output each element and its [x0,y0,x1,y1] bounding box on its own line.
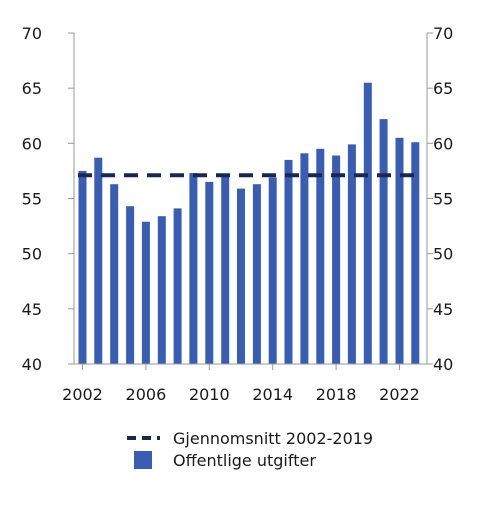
bar-2020 [363,82,372,364]
bar-2009 [189,173,198,364]
left-tick-label: 45 [22,300,42,319]
right-tick-label: 70 [433,24,453,43]
right-tick-label: 45 [433,300,453,319]
legend-label-spending: Offentlige utgifter [173,451,316,470]
bar-2021 [379,119,388,364]
x-tick-label: 2014 [252,385,293,404]
x-tick-label: 2022 [379,385,420,404]
bar-2004 [110,184,119,364]
x-tick-label: 2006 [126,385,167,404]
legend-label-average: Gjennomsnitt 2002-2019 [173,429,373,448]
x-tick-label: 2010 [189,385,230,404]
right-tick-label: 60 [433,134,453,153]
bar-2002 [78,170,87,364]
left-tick-label: 60 [22,134,42,153]
right-tick-label: 50 [433,245,453,264]
right-y-axis-ticks: 40 45 50 55 60 65 70 [427,24,453,374]
bar-2016 [300,153,309,364]
legend-swatch-spending [134,451,152,469]
left-tick-label: 70 [22,24,42,43]
x-tick-label: 2018 [316,385,357,404]
bar-2007 [157,216,166,364]
legend-item-spending: Offentlige utgifter [134,451,316,470]
bar-2014 [268,177,277,364]
bar-2010 [205,181,214,364]
bar-2017 [316,148,325,364]
bar-2003 [94,157,103,364]
left-y-axis-ticks: 40 45 50 55 60 65 70 [22,24,74,374]
bar-2013 [252,184,261,364]
bar-2023 [411,142,420,364]
bar-2019 [347,144,356,364]
legend: Gjennomsnitt 2002-2019 Offentlige utgift… [127,429,373,470]
bar-2006 [141,221,150,364]
bar-2012 [237,188,245,364]
x-axis-ticks: 2002 2006 2010 2014 2018 2022 [62,364,420,404]
legend-item-average: Gjennomsnitt 2002-2019 [127,429,373,448]
right-tick-label: 65 [433,79,453,98]
bar-2022 [395,137,404,364]
bar-2015 [284,159,293,364]
x-tick-label: 2002 [62,385,103,404]
bar-2018 [332,155,341,364]
right-tick-label: 40 [433,355,453,374]
left-tick-label: 65 [22,79,42,98]
bar-2005 [126,206,135,364]
left-tick-label: 55 [22,190,42,209]
right-tick-label: 55 [433,190,453,209]
left-tick-label: 40 [22,355,42,374]
bar-2008 [173,208,182,364]
bar-2011 [221,175,230,364]
bars-group [78,82,420,364]
left-tick-label: 50 [22,245,42,264]
